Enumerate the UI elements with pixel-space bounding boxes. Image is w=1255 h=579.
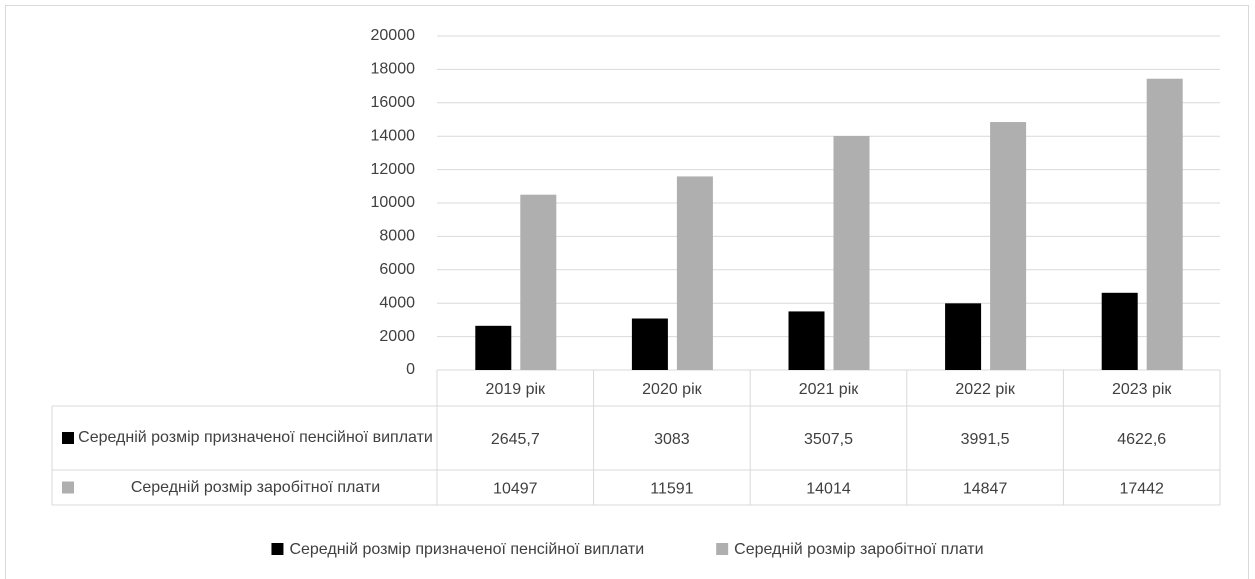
y-tick-label: 6000 xyxy=(379,261,415,278)
bar xyxy=(833,135,870,370)
x-tick-label: 2022 рік xyxy=(955,381,1015,398)
table-value: 10497 xyxy=(493,481,538,498)
legend-label: Середній розмір призначеної пенсійної ви… xyxy=(289,541,644,558)
legend-label: Середній розмір заробітної плати xyxy=(734,541,983,558)
bar xyxy=(631,318,668,370)
table-row-label: Середній розмір заробітної плати xyxy=(130,478,381,496)
y-tick-label: 16000 xyxy=(371,94,416,111)
table-row-label: Середній розмір призначеної пенсійної ви… xyxy=(78,429,433,446)
y-tick-label: 4000 xyxy=(379,294,415,311)
table-legend-key xyxy=(62,432,74,444)
y-tick-label: 10000 xyxy=(371,194,416,211)
y-tick-label: 12000 xyxy=(371,161,416,178)
table-value: 3083 xyxy=(654,431,690,448)
x-tick-label: 2019 рік xyxy=(486,381,546,398)
y-tick-label: 8000 xyxy=(379,228,415,245)
y-tick-label: 2000 xyxy=(379,328,415,345)
bar xyxy=(1101,292,1138,370)
bar xyxy=(676,176,713,370)
table-row-label-box: Середній розмір призначеної пенсійної ви… xyxy=(78,429,433,446)
bar xyxy=(945,303,982,370)
table-value: 4622,6 xyxy=(1117,431,1166,448)
legend-key xyxy=(271,543,284,555)
bar xyxy=(475,325,512,370)
y-tick-label: 20000 xyxy=(371,27,416,44)
y-tick-label: 18000 xyxy=(371,61,416,78)
x-tick-label: 2021 рік xyxy=(799,381,859,398)
table-value: 17442 xyxy=(1119,481,1164,498)
table-value: 11591 xyxy=(650,481,693,498)
x-tick-label: 2023 рік xyxy=(1112,381,1172,398)
bar xyxy=(1146,78,1183,370)
table-value: 3991,5 xyxy=(961,431,1010,448)
table-value: 14014 xyxy=(806,481,851,498)
table-value: 2645,7 xyxy=(491,431,540,448)
table-legend-key xyxy=(62,481,74,494)
table-value: 14847 xyxy=(963,481,1008,498)
y-tick-label: 0 xyxy=(406,361,415,378)
table-row-label-box: Середній розмір заробітної плати xyxy=(130,478,381,496)
chart-area xyxy=(5,5,1249,579)
bar xyxy=(788,311,825,370)
y-tick-label: 14000 xyxy=(371,127,416,144)
x-tick-label: 2020 рік xyxy=(642,381,702,398)
bar xyxy=(990,122,1027,370)
table-value: 3507,5 xyxy=(804,431,853,448)
legend-key xyxy=(716,543,729,555)
bar xyxy=(520,194,557,370)
